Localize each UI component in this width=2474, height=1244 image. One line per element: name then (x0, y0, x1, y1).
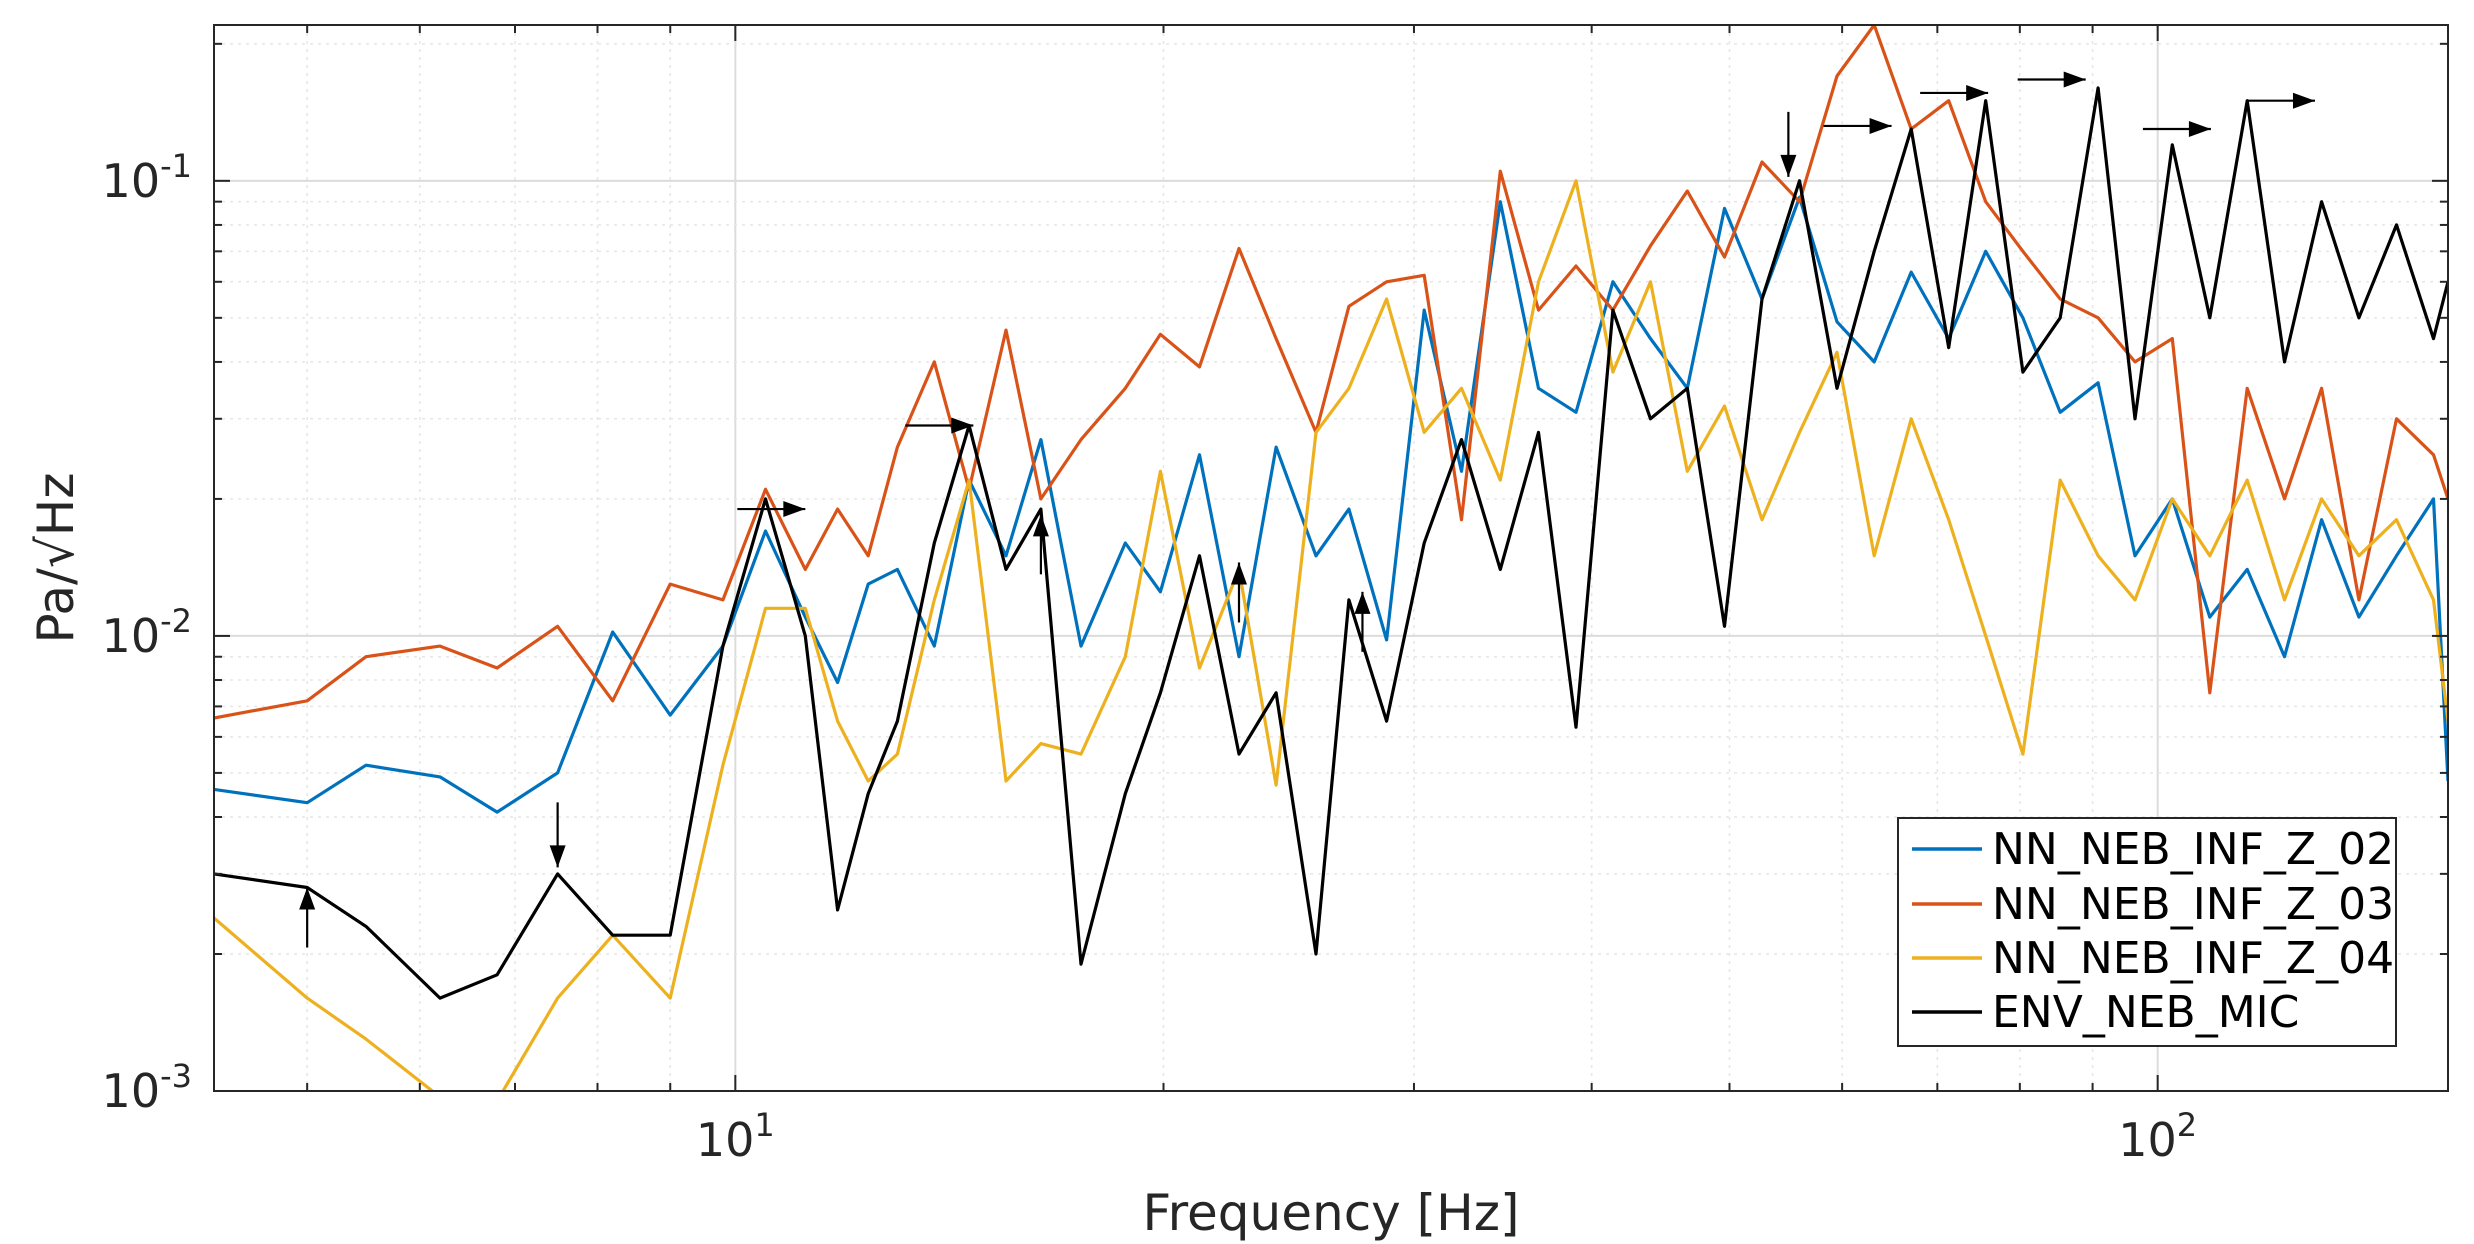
plot-frame (213, 24, 2449, 1092)
series-lines (214, 25, 2448, 1091)
y-axis-label: Pa/√Hz (27, 472, 85, 643)
annotation-arrow (299, 887, 316, 948)
annotation-arrow (1823, 117, 1892, 134)
annotation-arrow (1230, 562, 1247, 623)
legend-label-1: NN_NEB_INF_Z_02 (1992, 824, 2394, 875)
y-tick-label: 10-3 (102, 1057, 192, 1118)
arrow-head (549, 845, 566, 868)
arrow-head (1032, 514, 1049, 537)
arrow-head (2292, 92, 2315, 109)
annotation-arrow (2246, 92, 2315, 109)
arrow-head (1780, 154, 1797, 177)
legend: NN_NEB_INF_Z_02 NN_NEB_INF_Z_03 NN_NEB_I… (1897, 817, 2397, 1047)
legend-label-4: ENV_NEB_MIC (1992, 987, 2299, 1038)
arrow-head (2188, 120, 2211, 137)
series-line-3 (214, 179, 2448, 1091)
arrow-head (783, 501, 806, 518)
axis-ticks: 101 102 10-3 10-2 10-1 (102, 25, 2448, 1167)
x-tick-label: 102 (2118, 1106, 2197, 1167)
annotation-arrow (2142, 120, 2211, 137)
annotation-arrow (1032, 514, 1049, 575)
annotation-arrow (1354, 591, 1371, 652)
annotation-arrow (549, 802, 566, 868)
arrow-head (2063, 71, 2086, 88)
annotation-arrow (905, 417, 974, 434)
y-tick-label: 10-1 (102, 147, 192, 208)
arrow-head (1230, 562, 1247, 585)
legend-label-3: NN_NEB_INF_Z_04 (1992, 933, 2394, 984)
annotation-arrow (737, 501, 806, 518)
x-axis-label: Frequency [Hz] (1142, 1184, 1519, 1242)
arrow-head (1354, 591, 1371, 614)
arrow-head (299, 887, 316, 910)
annotation-arrow (1780, 111, 1797, 177)
legend-box (1897, 817, 2397, 1047)
annotation-arrow (2017, 71, 2086, 88)
series-line-4 (214, 86, 2448, 1000)
y-tick-label: 10-2 (102, 602, 192, 663)
annotation-arrow (1920, 84, 1989, 101)
arrow-annotations (299, 71, 2315, 948)
arrow-head (1966, 84, 1989, 101)
arrow-head (951, 417, 974, 434)
legend-label-2: NN_NEB_INF_Z_03 (1992, 879, 2394, 930)
arrow-head (1869, 117, 1892, 134)
x-tick-label: 101 (696, 1106, 775, 1167)
